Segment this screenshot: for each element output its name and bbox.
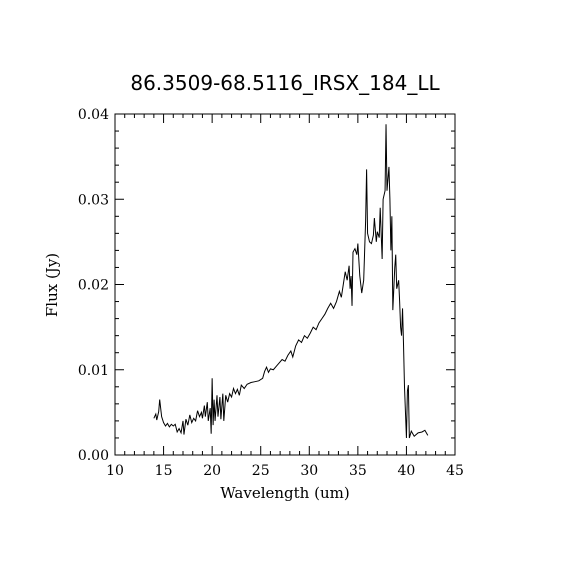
y-tick-label: 0.04 [78, 107, 109, 123]
x-axis-label: Wavelength (um) [220, 484, 349, 502]
y-tick-label: 0.00 [78, 448, 109, 464]
y-tick-label: 0.01 [78, 363, 109, 379]
x-tick-label: 15 [155, 463, 173, 479]
x-tick-label: 25 [252, 463, 270, 479]
x-tick-label: 30 [300, 463, 318, 479]
x-tick-label: 10 [106, 463, 124, 479]
axis-ticks [114, 113, 456, 456]
y-tick-label: 0.02 [78, 278, 109, 294]
x-tick-label: 40 [398, 463, 416, 479]
x-tick-label: 45 [446, 463, 464, 479]
x-tick-label: 35 [349, 463, 367, 479]
chart-title: 86.3509-68.5116_IRSX_184_LL [130, 71, 440, 95]
flux-series-line [153, 124, 429, 439]
x-tick-labels: 10 15 20 25 30 35 40 45 [106, 463, 464, 479]
x-tick-label: 20 [203, 463, 221, 479]
y-tick-labels: 0.00 0.01 0.02 0.03 0.04 [78, 107, 109, 464]
y-axis-label: Flux (Jy) [43, 253, 61, 317]
plot-frame [114, 113, 456, 456]
y-tick-label: 0.03 [78, 192, 109, 208]
